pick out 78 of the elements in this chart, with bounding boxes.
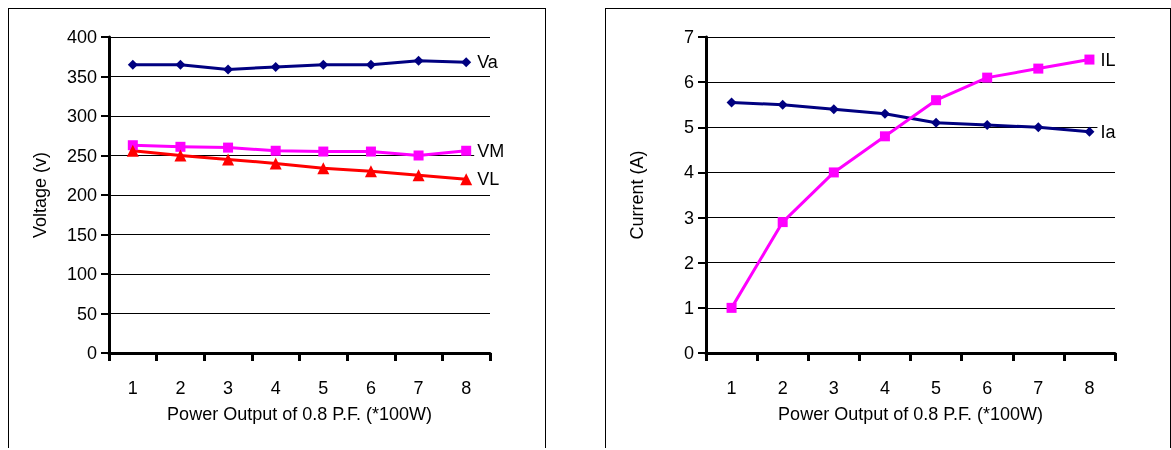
point bbox=[126, 144, 139, 157]
y-tick-label: 4 bbox=[683, 162, 694, 183]
point bbox=[461, 145, 472, 156]
y-tick-label: 2 bbox=[683, 252, 694, 273]
y-tick-label: 0 bbox=[86, 343, 97, 363]
x-tick-label: 7 bbox=[1033, 378, 1044, 398]
x-tick-label: 2 bbox=[777, 378, 788, 398]
x-tick-label: 7 bbox=[413, 378, 424, 398]
x-tick-label: 3 bbox=[828, 378, 839, 398]
point bbox=[879, 108, 890, 119]
point bbox=[318, 59, 329, 70]
point bbox=[460, 173, 473, 186]
x-axis-title: Power Output of 0.8 P.F. (*100W) bbox=[778, 404, 1043, 424]
y-tick-label: 250 bbox=[66, 145, 97, 166]
point bbox=[318, 146, 329, 157]
point bbox=[1033, 122, 1044, 133]
point bbox=[175, 59, 186, 70]
point bbox=[413, 150, 424, 161]
point bbox=[223, 64, 234, 75]
series-label: VM bbox=[477, 140, 505, 161]
x-tick-label: 2 bbox=[175, 378, 186, 398]
point bbox=[269, 157, 282, 170]
point bbox=[174, 149, 187, 162]
point bbox=[726, 97, 737, 108]
x-tick-label: 5 bbox=[318, 378, 329, 398]
x-tick-label: 1 bbox=[127, 378, 138, 398]
x-tick-label: 6 bbox=[982, 378, 993, 398]
point bbox=[879, 131, 890, 142]
x-tick-label: 4 bbox=[879, 378, 890, 398]
point bbox=[828, 167, 839, 178]
y-tick-label: 0 bbox=[683, 343, 694, 363]
point bbox=[1033, 63, 1044, 74]
x-tick-label: 6 bbox=[365, 378, 376, 398]
point bbox=[365, 146, 376, 157]
point bbox=[931, 117, 942, 128]
point bbox=[412, 169, 425, 182]
x-tick-label: 4 bbox=[270, 378, 281, 398]
x-tick-label: 3 bbox=[223, 378, 234, 398]
y-tick-label: 300 bbox=[66, 106, 97, 126]
y-tick-label: 50 bbox=[76, 303, 97, 324]
y-axis-title: Voltage (v) bbox=[30, 151, 50, 239]
series-label: VL bbox=[477, 169, 500, 190]
y-tick-label: 350 bbox=[66, 66, 97, 87]
point bbox=[726, 302, 737, 313]
point bbox=[317, 162, 330, 175]
x-tick-label: 8 bbox=[1084, 378, 1095, 398]
series-label: Va bbox=[477, 52, 499, 73]
y-tick-label: 3 bbox=[683, 207, 694, 228]
point bbox=[270, 62, 281, 73]
point bbox=[461, 57, 472, 68]
y-tick-label: 5 bbox=[683, 117, 694, 138]
point bbox=[1084, 54, 1095, 65]
y-tick-label: 150 bbox=[66, 224, 97, 245]
point bbox=[1084, 126, 1095, 137]
y-tick-label: 6 bbox=[683, 72, 694, 93]
y-tick-label: 1 bbox=[683, 297, 694, 318]
x-tick-label: 5 bbox=[931, 378, 942, 398]
point bbox=[223, 142, 234, 153]
y-tick-label: 200 bbox=[66, 185, 97, 205]
x-tick-label: 1 bbox=[726, 378, 737, 398]
series-label: Ia bbox=[1100, 121, 1117, 142]
y-axis-title: Current (A) bbox=[627, 150, 647, 240]
y-tick-label: 100 bbox=[66, 264, 97, 284]
y-tick-label: 400 bbox=[66, 27, 97, 47]
point bbox=[364, 165, 377, 178]
x-tick-label: 8 bbox=[461, 378, 472, 398]
y-tick-label: 7 bbox=[683, 27, 694, 47]
point bbox=[413, 55, 424, 66]
x-axis-title: Power Output of 0.8 P.F. (*100W) bbox=[167, 404, 432, 424]
point bbox=[777, 217, 788, 228]
point bbox=[222, 153, 235, 166]
point bbox=[931, 95, 942, 106]
point bbox=[270, 145, 281, 156]
point bbox=[828, 104, 839, 115]
point bbox=[127, 59, 138, 70]
point bbox=[175, 141, 186, 152]
series-label: IL bbox=[1100, 49, 1116, 70]
point bbox=[982, 72, 993, 83]
